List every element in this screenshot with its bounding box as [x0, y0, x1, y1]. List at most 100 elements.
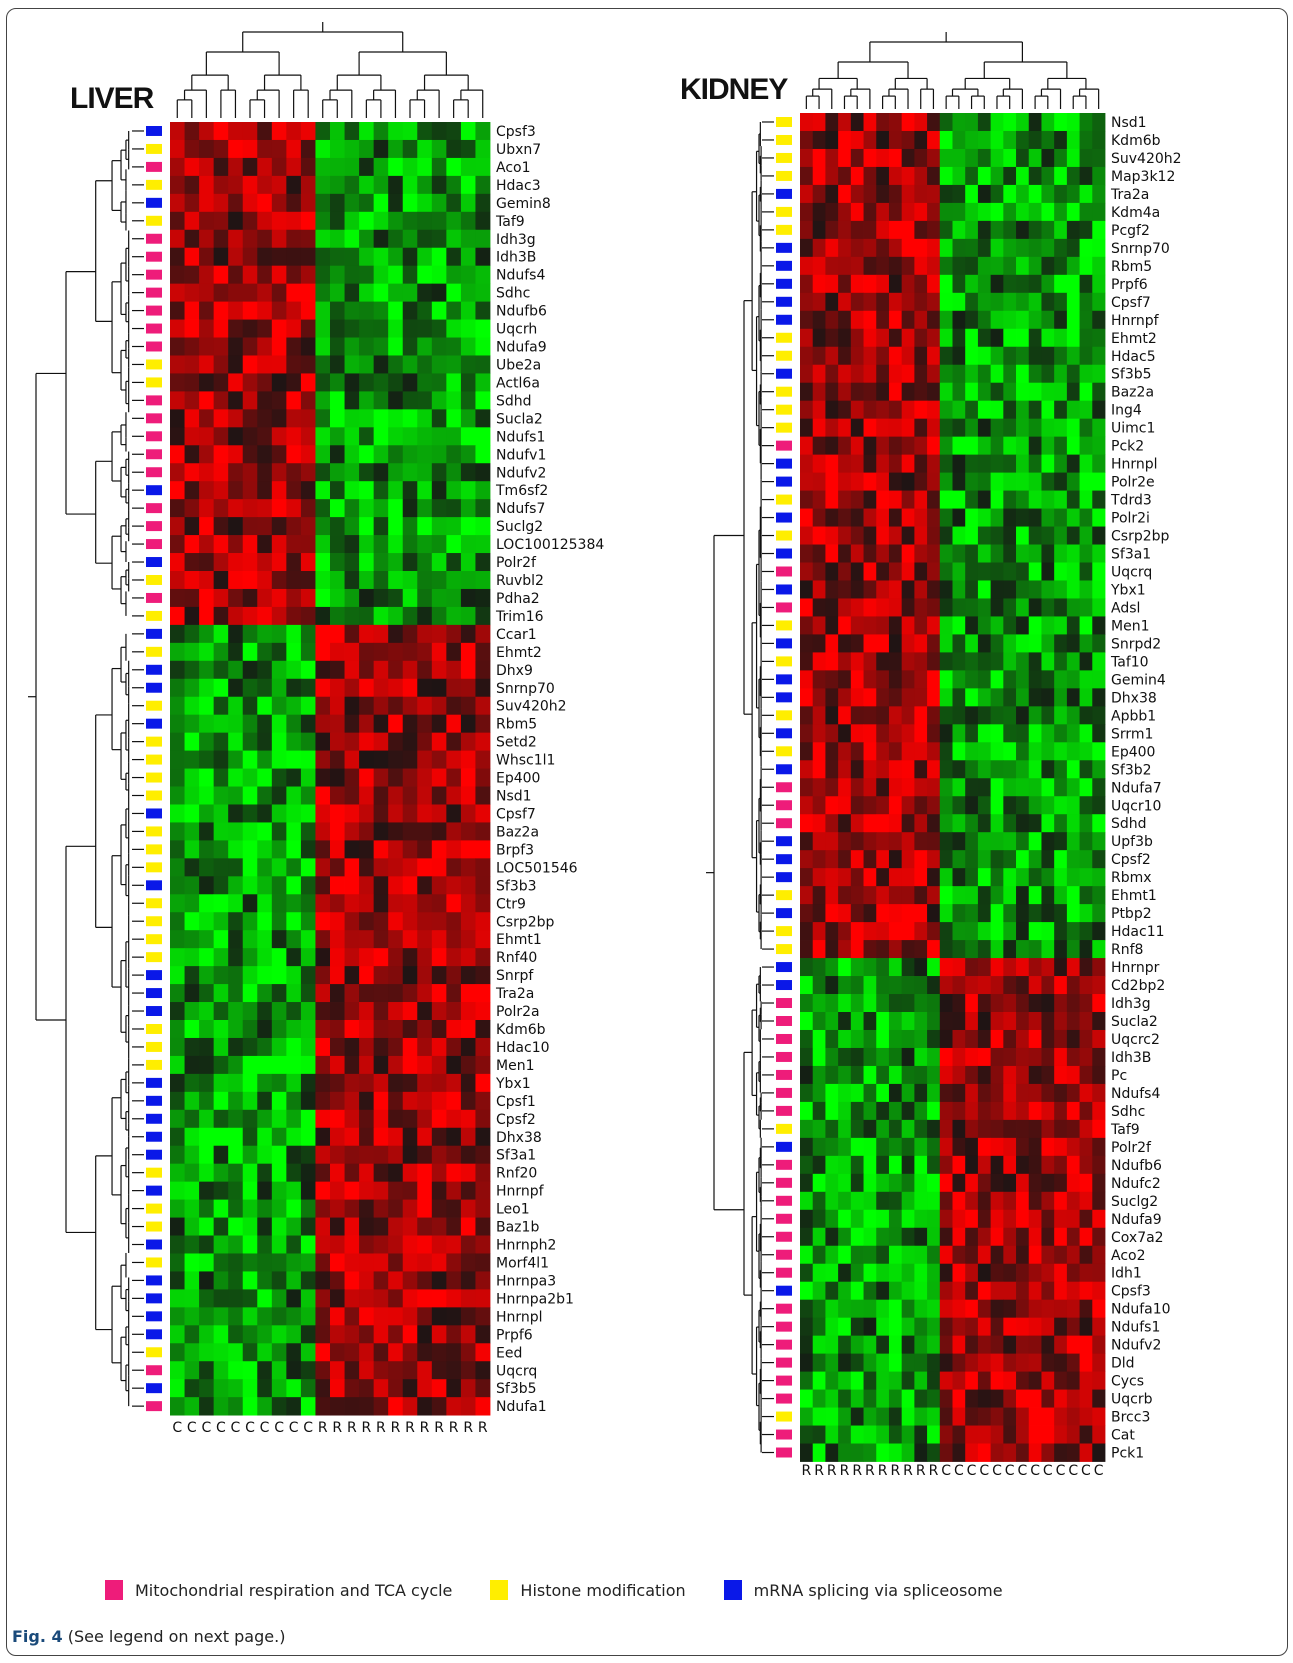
liver-heatmap-cell [199, 1217, 215, 1236]
kidney-heatmap-cell [1054, 130, 1068, 150]
kidney-heatmap-cell [952, 310, 966, 330]
kidney-heatmap-cell [812, 1173, 826, 1193]
kidney-heatmap-cell [1054, 202, 1068, 222]
kidney-heatmap-cell [1028, 922, 1042, 941]
kidney-heatmap-cell [977, 850, 992, 869]
kidney-heatmap-cell [812, 796, 826, 815]
liver-gene-label: Ep400 [496, 771, 540, 787]
kidney-heatmap-cell [800, 328, 814, 348]
kidney-heatmap-cell [800, 184, 814, 204]
kidney-heatmap-cell [927, 1389, 941, 1408]
kidney-heatmap-cell [1054, 796, 1068, 815]
kidney-heatmap-cell [927, 652, 941, 671]
kidney-category-tag [776, 476, 792, 487]
liver-heatmap-cell [300, 463, 316, 482]
kidney-heatmap-cell [1092, 760, 1106, 779]
liver-heatmap-cell [271, 1379, 287, 1398]
liver-heatmap-cell [402, 930, 418, 949]
kidney-heatmap-cell [812, 490, 826, 509]
kidney-heatmap-cell [812, 292, 826, 312]
liver-heatmap-cell [460, 1055, 476, 1075]
liver-heatmap-cell [257, 1397, 273, 1416]
kidney-gene-label: Suv420h2 [1111, 151, 1182, 167]
kidney-heatmap-cell [838, 1389, 852, 1408]
liver-heatmap-cell [344, 1091, 360, 1111]
kidney-heatmap-cell [1003, 688, 1017, 707]
liver-heatmap-cell [228, 1091, 244, 1111]
liver-heatmap-cell [184, 804, 200, 823]
kidney-heatmap-cell [914, 760, 928, 779]
kidney-heatmap-cell [1028, 1191, 1042, 1211]
liver-heatmap-cell [315, 1002, 331, 1021]
kidney-heatmap-cell [990, 670, 1004, 689]
kidney-heatmap-cell [1092, 598, 1106, 617]
liver-heatmap-cell [286, 319, 302, 338]
kidney-heatmap-cell [1016, 850, 1030, 869]
liver-category-tag [146, 1059, 162, 1070]
kidney-heatmap-cell [1003, 562, 1017, 581]
kidney-heatmap-cell [1054, 1317, 1068, 1337]
liver-heatmap-cell [300, 1037, 316, 1057]
kidney-heatmap-cell [952, 580, 966, 599]
liver-heatmap-cell [315, 517, 331, 536]
kidney-heatmap-cell [863, 1389, 877, 1408]
kidney-heatmap-cell [939, 220, 953, 240]
kidney-heatmap-cell [850, 616, 864, 635]
kidney-category-tag [776, 1231, 792, 1242]
kidney-heatmap-cell [1041, 472, 1055, 491]
liver-heatmap-cell [199, 193, 215, 213]
kidney-heatmap-cell [914, 1227, 928, 1247]
kidney-heatmap-cell [863, 1191, 877, 1211]
kidney-heatmap-cell [1079, 850, 1093, 869]
liver-heatmap-cell [213, 894, 229, 913]
kidney-heatmap-cell [1028, 1443, 1042, 1462]
kidney-heatmap-cell [1028, 1047, 1042, 1067]
liver-heatmap-cell [170, 660, 185, 680]
kidney-heatmap-cell [952, 922, 966, 941]
kidney-heatmap-cell [1066, 382, 1080, 402]
liver-heatmap-cell [359, 948, 375, 967]
kidney-heatmap-cell [977, 562, 992, 581]
kidney-gene-label: Upf3b [1111, 834, 1153, 850]
liver-heatmap-cell [431, 409, 447, 428]
kidney-heatmap-cell [1079, 616, 1093, 635]
liver-heatmap-cell [271, 193, 287, 213]
liver-heatmap-cell [475, 157, 491, 177]
kidney-heatmap-cell [1054, 832, 1068, 851]
kidney-heatmap-cell [825, 202, 839, 222]
kidney-heatmap-cell [939, 922, 953, 941]
liver-heatmap-cell [460, 1145, 476, 1165]
kidney-heatmap-cell [914, 796, 928, 815]
liver-heatmap-cell [446, 355, 462, 374]
liver-heatmap-cell [300, 948, 316, 967]
kidney-heatmap-cell [1066, 994, 1080, 1013]
kidney-heatmap-cell [952, 1281, 966, 1301]
kidney-heatmap-cell [1066, 1191, 1080, 1211]
liver-heatmap-cell [475, 283, 491, 302]
kidney-heatmap-cell [888, 742, 903, 761]
liver-category-tag [146, 1383, 162, 1394]
liver-heatmap-cell [431, 1217, 447, 1236]
kidney-heatmap-cell [927, 113, 941, 132]
kidney-category-tag [776, 998, 792, 1008]
kidney-heatmap-cell [1028, 274, 1042, 294]
liver-gene-label: Ehmt1 [496, 932, 542, 948]
kidney-heatmap-cell [927, 1353, 941, 1372]
kidney-heatmap-cell [901, 418, 915, 438]
liver-gene-label: Actl6a [496, 375, 540, 391]
kidney-category-tag [776, 260, 792, 271]
kidney-heatmap-cell [901, 1371, 915, 1390]
kidney-heatmap-cell [876, 1425, 890, 1444]
kidney-heatmap-cell [1016, 436, 1030, 456]
liver-heatmap-cell [417, 786, 433, 805]
kidney-heatmap-cell [952, 202, 966, 222]
liver-heatmap-cell [446, 984, 462, 1003]
kidney-category-tag [776, 764, 792, 775]
kidney-heatmap-cell [927, 220, 941, 240]
liver-heatmap-cell [330, 157, 345, 177]
kidney-heatmap-cell [952, 652, 966, 671]
kidney-gene-label: Ndufa7 [1111, 780, 1162, 796]
liver-heatmap-cell [359, 1307, 375, 1326]
kidney-heatmap-cell [965, 526, 979, 545]
kidney-heatmap-cell [1003, 760, 1017, 779]
